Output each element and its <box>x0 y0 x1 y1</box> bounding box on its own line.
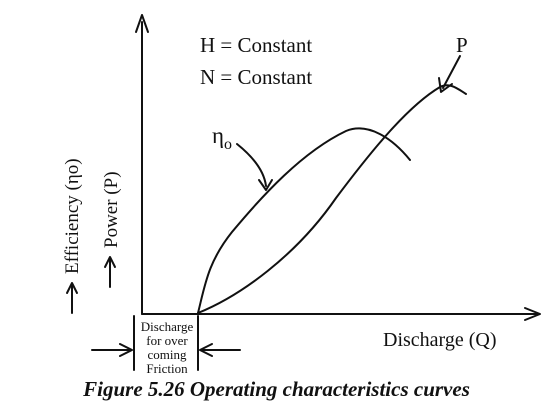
friction-annotation-line-4: Friction <box>146 361 188 376</box>
efficiency-curve <box>197 127 411 314</box>
head-constant-label: H = Constant <box>200 33 312 57</box>
efficiency-leader-arrowhead <box>258 179 273 191</box>
efficiency-curve-label: ηo <box>212 123 232 153</box>
figure-caption: Figure 5.26 Operating characteristics cu… <box>83 377 470 401</box>
friction-annotation-line-3: coming <box>148 347 187 362</box>
efficiency-axis-label: Efficiency (ηo) <box>62 158 83 274</box>
friction-annotation-line-1: Discharge <box>141 319 194 334</box>
discharge-axis-label: Discharge (Q) <box>383 329 496 351</box>
y-axis-arrowhead <box>135 14 149 33</box>
efficiency-leader-line <box>236 143 267 187</box>
power-leader-line <box>442 55 461 89</box>
friction-arrow-left-head <box>119 343 133 357</box>
power-axis-arrowhead <box>104 256 116 268</box>
friction-arrow-right-head <box>199 343 213 357</box>
power-curve-label: P <box>456 33 468 57</box>
power-leader-arrowhead <box>438 77 453 93</box>
x-axis-arrowhead <box>524 307 541 321</box>
friction-annotation-line-2: for over <box>146 333 188 348</box>
power-curve <box>197 84 467 314</box>
efficiency-axis-arrowhead <box>66 282 78 294</box>
power-axis-label: Power (P) <box>101 171 122 248</box>
speed-constant-label: N = Constant <box>200 65 312 89</box>
